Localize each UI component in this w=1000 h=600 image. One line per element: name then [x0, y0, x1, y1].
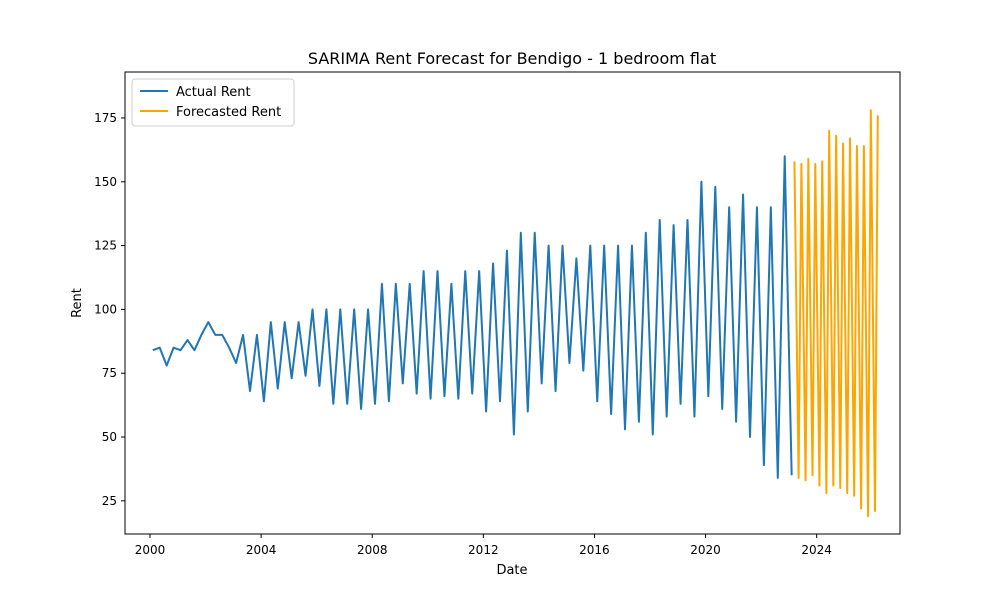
y-tick-label: 25 — [102, 494, 117, 508]
x-tick-label: 2012 — [468, 543, 499, 557]
x-tick-label: 2008 — [357, 543, 388, 557]
y-tick-label: 50 — [102, 430, 117, 444]
x-tick-label: 2024 — [801, 543, 832, 557]
series-line-forecasted-rent — [793, 109, 879, 518]
legend: Actual Rent Forecasted Rent — [131, 78, 295, 127]
y-tick-label: 100 — [94, 302, 117, 316]
x-axis-label: Date — [496, 563, 527, 578]
legend-box — [131, 78, 295, 127]
y-tick-label: 125 — [94, 239, 117, 253]
x-tick-label: 2004 — [246, 543, 277, 557]
plot-area — [124, 71, 901, 535]
y-axis: 25 50 75 100 125 150 175 — [94, 111, 125, 508]
y-tick-label: 150 — [94, 175, 117, 189]
chart-title: SARIMA Rent Forecast for Bendigo - 1 bed… — [308, 49, 716, 68]
y-axis-label: Rent — [70, 288, 85, 318]
x-tick-label: 2020 — [690, 543, 721, 557]
y-tick-label: 75 — [102, 366, 117, 380]
series-layer — [152, 109, 879, 518]
x-axis: 2000 2004 2008 2012 2016 2020 2024 — [135, 534, 832, 557]
series-line-actual-rent — [152, 155, 793, 479]
legend-label-forecasted-rent: Forecasted Rent — [176, 105, 281, 120]
y-tick-label: 175 — [94, 111, 117, 125]
legend-label-actual-rent: Actual Rent — [176, 85, 251, 100]
x-tick-label: 2000 — [135, 543, 166, 557]
x-tick-label: 2016 — [579, 543, 610, 557]
